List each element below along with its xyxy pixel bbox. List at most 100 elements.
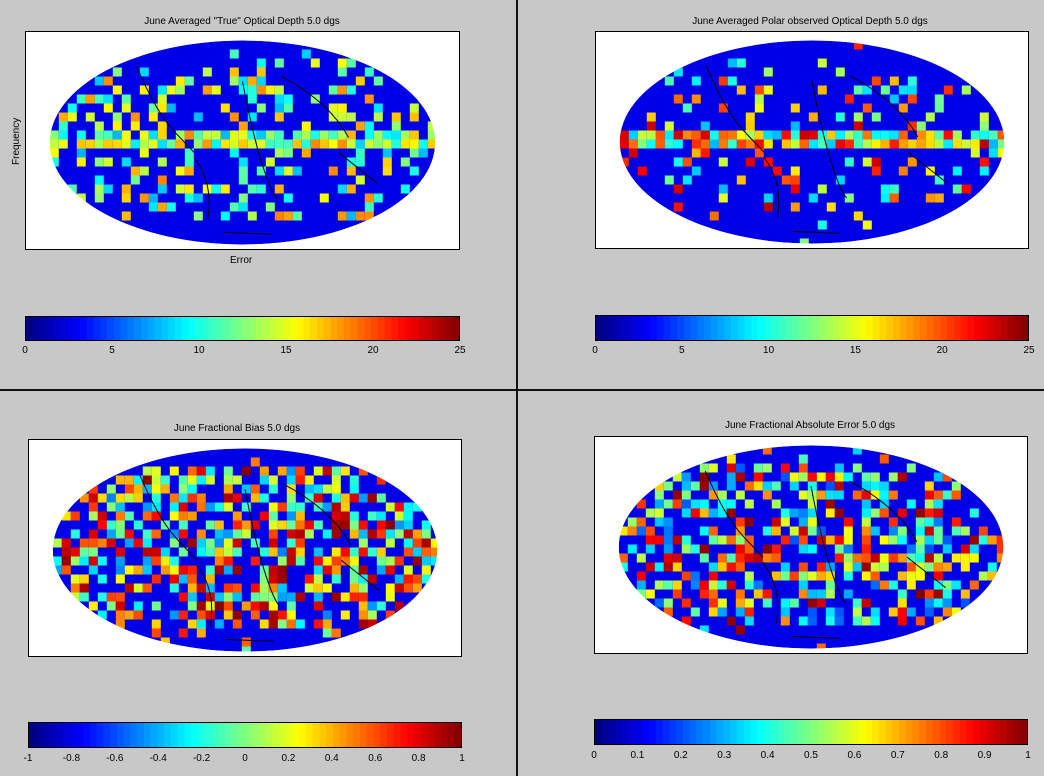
heatmap-cell [807,589,817,599]
heatmap-cell [780,472,790,482]
heatmap-cell [763,157,773,167]
heatmap-cell [412,502,422,512]
heatmap-cell [391,130,401,140]
heatmap-cell [247,139,257,149]
heatmap-cell [115,556,125,566]
heatmap-cell [58,112,68,122]
heatmap-cell [115,574,125,584]
heatmap-cell [403,547,413,557]
heatmap-cell [259,547,269,557]
heatmap-cell [340,610,350,620]
heatmap-cell [898,139,908,149]
heatmap-cell [798,616,808,626]
heatmap-cell [727,76,737,86]
heatmap-cell [825,508,835,518]
heatmap-cell [781,139,791,149]
heatmap-cell [211,184,221,194]
heatmap-cell [229,148,239,158]
heatmap-cell [663,481,673,491]
heatmap-cell [916,139,926,149]
heatmap-cell [295,466,305,476]
heatmap-cell [157,85,167,95]
heatmap-cell [718,184,728,194]
heatmap-cell [708,481,718,491]
heatmap-cell [49,139,59,149]
heatmap-cell [214,619,224,629]
heatmap-cell [322,619,332,629]
coastline [136,65,378,235]
heatmap-cell [654,481,664,491]
heatmap-cell [139,67,149,77]
heatmap-cell [699,463,709,473]
heatmap-cell [672,472,682,482]
heatmap-cell [915,553,925,563]
colorbar-tick-label: -0.2 [192,753,211,764]
heatmap-cell [76,193,86,203]
heatmap-cell [292,139,302,149]
heatmap-cell [151,619,161,629]
heatmap-cell [924,490,934,500]
heatmap-cell [861,553,871,563]
heatmap-cell [879,562,889,572]
heatmap-cell [979,166,989,176]
heatmap-cell [250,583,260,593]
heatmap-cell [790,139,800,149]
heatmap-cell [906,580,916,590]
heatmap-cell [681,535,691,545]
y-axis-label: Frequency [11,117,22,165]
heatmap-cell [988,148,998,158]
heatmap-cell [268,574,278,584]
heatmap-cell [825,472,835,482]
heatmap-cell [223,592,233,602]
heatmap-cell [133,493,143,503]
heatmap-cell [247,76,257,86]
heatmap-cell [834,508,844,518]
heatmap-cell [139,193,149,203]
heatmap-cell [277,502,287,512]
heatmap-cell [646,139,656,149]
heatmap-cell [880,130,890,140]
heatmap-cell [250,484,260,494]
heatmap-cell [241,646,251,656]
map-heatmap [596,32,1028,248]
heatmap-cell [121,193,131,203]
heatmap-cell [403,574,413,584]
heatmap-cell [853,85,863,95]
heatmap-cell [808,193,818,203]
heatmap-cell [664,76,674,86]
heatmap-cell [232,547,242,557]
heatmap-cell [997,130,1007,140]
heatmap-cell [169,565,179,575]
heatmap-cell [664,139,674,149]
heatmap-cell [88,538,98,548]
heatmap-cell [286,547,296,557]
heatmap-cell [313,547,323,557]
heatmap-cell [933,508,943,518]
heatmap-cell [112,121,122,131]
colorbar-tick-label: 0.2 [673,750,688,761]
heatmap-cell [142,529,152,539]
heatmap-cell [934,94,944,104]
heatmap-cell [924,607,934,617]
heatmap-cell [690,508,700,518]
heatmap-cell [898,85,908,95]
map-heatmap [26,32,459,249]
heatmap-cell [166,85,176,95]
heatmap-cell [160,520,170,530]
heatmap-cell [97,574,107,584]
heatmap-cell [825,580,835,590]
colorbar-tick-label: 25 [1023,345,1035,356]
heatmap-cell [906,463,916,473]
heatmap-cell [889,193,899,203]
heatmap-cell [807,499,817,509]
heatmap-cell [319,130,329,140]
heatmap-cell [798,490,808,500]
heatmap-cell [924,526,934,536]
map-heatmap [595,437,1027,653]
heatmap-cell [301,148,311,158]
heatmap-cell [763,67,773,77]
heatmap-cell [907,76,917,86]
heatmap-cell [169,466,179,476]
heatmap-cell [232,592,242,602]
heatmap-cell [283,94,293,104]
